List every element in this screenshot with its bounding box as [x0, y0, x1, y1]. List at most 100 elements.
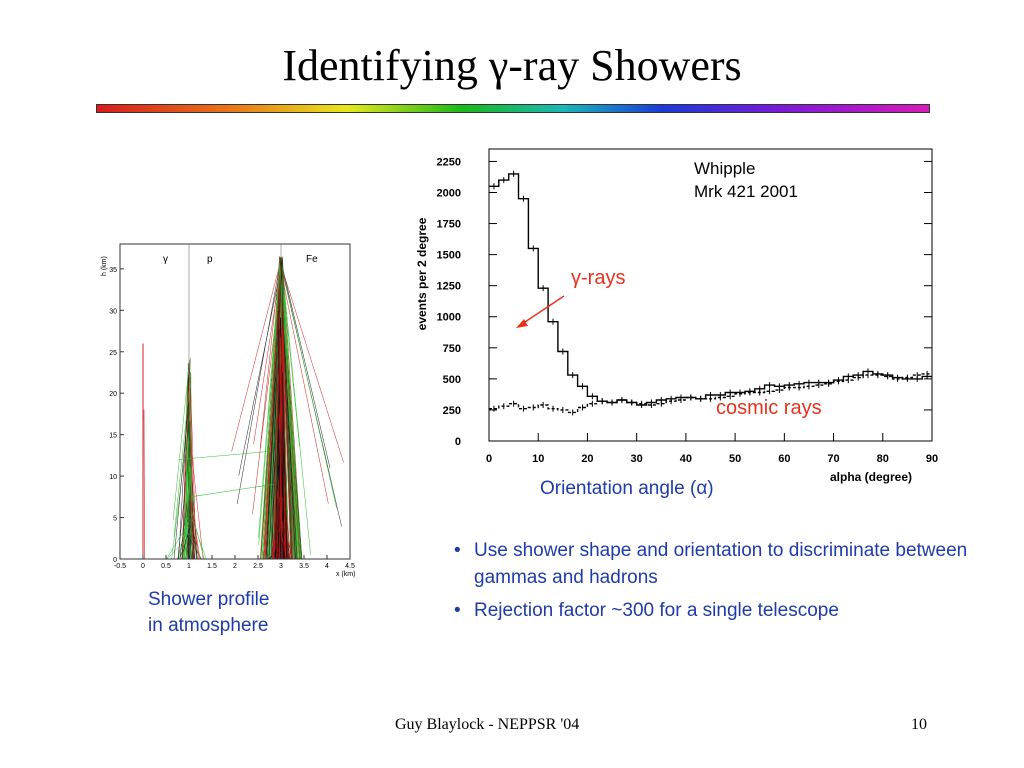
- proton-shower-track: [188, 510, 207, 560]
- proton-shower-track: [177, 511, 190, 560]
- proton-shower-track: [166, 534, 192, 560]
- proton-shower-track: [187, 490, 190, 504]
- shower-xtick-label: 4.5: [345, 563, 355, 570]
- iron-shower-track: [279, 268, 302, 560]
- alpha-series-on-source: [489, 173, 932, 406]
- shower-ytick-label: 10: [109, 474, 117, 481]
- gamma-rays-label: γ-rays: [571, 267, 625, 289]
- iron-shower-track: [281, 260, 301, 560]
- iron-shower-track: [266, 262, 281, 560]
- iron-shower-track: [279, 266, 292, 560]
- alpha-xtick-label: 90: [926, 453, 938, 465]
- iron-shower-track: [280, 259, 337, 509]
- shower-xlabel: x (km): [336, 571, 355, 578]
- iron-shower-track: [279, 262, 329, 504]
- iron-shower-track: [280, 264, 302, 560]
- iron-shower-track: [264, 267, 281, 560]
- iron-shower-track: [252, 265, 283, 515]
- iron-shower-track: [258, 261, 281, 538]
- shower-xtick-label: 2: [233, 563, 237, 570]
- shower-tracks: [142, 244, 344, 560]
- shower-ytick-label: 20: [109, 391, 117, 398]
- proton-shower-track: [187, 401, 190, 560]
- alpha-ytick-label: 250: [443, 405, 461, 417]
- iron-shower-track: [238, 260, 283, 476]
- iron-shower-track: [280, 261, 331, 469]
- gamma-shower-track: [143, 409, 145, 560]
- source-label-line1: Whipple: [694, 159, 755, 178]
- shower-xtick-label: 3.5: [299, 563, 309, 570]
- alpha-xtick-label: 10: [532, 453, 544, 465]
- footer-author: Guy Blaylock - NEPPSR '04: [395, 716, 580, 733]
- iron-shower-track: [190, 484, 274, 498]
- shower-ytick-label: 25: [109, 350, 117, 357]
- slide-title: Identifying γ-ray Showers: [282, 41, 742, 90]
- gamma-rays-arrowhead: [516, 319, 528, 328]
- alpha-ytick-label: 1750: [437, 219, 461, 231]
- proton-shower-track: [186, 440, 190, 542]
- bullet-dot-icon: •: [454, 600, 461, 621]
- iron-shower-core-track: [271, 469, 281, 560]
- alpha-xtick-label: 60: [778, 453, 790, 465]
- alpha-ytick-label: 1500: [437, 250, 461, 262]
- iron-shower-track: [281, 267, 311, 555]
- proton-shower-track: [190, 373, 193, 560]
- footer-page-number: 10: [911, 716, 927, 733]
- bullet-item: • Use shower shape and orientation to dis…: [452, 537, 972, 591]
- iron-shower-track: [266, 260, 283, 560]
- iron-shower-track: [236, 259, 281, 505]
- bullet-text: Rejection factor ~300 for a single teles…: [474, 600, 839, 621]
- bullet-list: • Use shower shape and orientation to dis…: [452, 537, 972, 630]
- shower-xtick-label: 3: [279, 563, 283, 570]
- alpha-ytick-label: 1000: [437, 312, 461, 324]
- alpha-ytick-label: 1250: [437, 281, 461, 293]
- proton-shower-track: [187, 532, 202, 560]
- bullet-dot-icon: •: [454, 540, 461, 561]
- alpha-ytick-label: 2000: [437, 187, 461, 199]
- alpha-xtick-label: 20: [581, 453, 593, 465]
- iron-shower-core-track: [282, 382, 285, 560]
- alpha-caption: Orientation angle (α): [540, 478, 714, 499]
- iron-shower-track: [267, 260, 282, 560]
- shower-xtick-label: 2.5: [253, 563, 263, 570]
- title-divider-rainbow: [96, 104, 930, 113]
- alpha-xtick-label: 80: [877, 453, 889, 465]
- shower-ytick-label: 0: [113, 557, 117, 564]
- iron-shower-track: [281, 268, 344, 463]
- shower-xtick-label: 4: [325, 563, 329, 570]
- proton-shower-track: [177, 443, 191, 560]
- shower-ytick-label: 35: [109, 267, 117, 274]
- iron-shower-core-track: [282, 469, 287, 560]
- alpha-ytick-label: 2250: [437, 156, 461, 168]
- iron-shower-track: [259, 260, 281, 449]
- iron-shower-track: [280, 259, 293, 560]
- shower-ytick-label: 15: [109, 433, 117, 440]
- iron-shower-core-track: [276, 480, 279, 560]
- proton-shower-track: [173, 403, 189, 560]
- bullet-item: • Rejection factor ~300 for a single tele…: [452, 597, 972, 624]
- proton-shower-track: [172, 365, 190, 521]
- proton-shower-track: [190, 496, 200, 560]
- iron-shower-track: [178, 450, 272, 460]
- alpha-xtick-label: 70: [827, 453, 839, 465]
- shower-caption-line2: in atmosphere: [148, 615, 269, 636]
- alpha-series-background: [489, 373, 932, 414]
- shower-caption-line1: Shower profile: [148, 589, 270, 610]
- iron-shower-track: [279, 268, 298, 560]
- alpha-xtick-label: 50: [729, 453, 741, 465]
- proton-shower-track: [173, 390, 190, 538]
- proton-shower-track: [188, 369, 193, 560]
- alpha-plot-area: 0 250 500 750 1000 1250 1500 1750 2000 2250 0 10 20 3…: [437, 148, 938, 465]
- cosmic-rays-label: cosmic rays: [716, 397, 822, 419]
- proton-shower-track: [189, 509, 198, 560]
- shower-xtick-label: -0.5: [114, 563, 126, 570]
- alpha-xtick-label: 0: [486, 453, 492, 465]
- alpha-ylabel: events per 2 degree: [415, 217, 429, 330]
- iron-shower-track: [258, 260, 281, 545]
- alpha-xlabel: alpha (degree): [830, 470, 912, 484]
- iron-shower-core-track: [278, 312, 283, 560]
- iron-shower-track: [273, 267, 282, 560]
- alpha-distribution-chart: 0 250 500 750 1000 1250 1500 1750 2000 2250 0 10 20 3…: [415, 148, 938, 484]
- gamma-rays-arrow: [521, 295, 565, 325]
- shower-xtick-label: 1.5: [207, 563, 217, 570]
